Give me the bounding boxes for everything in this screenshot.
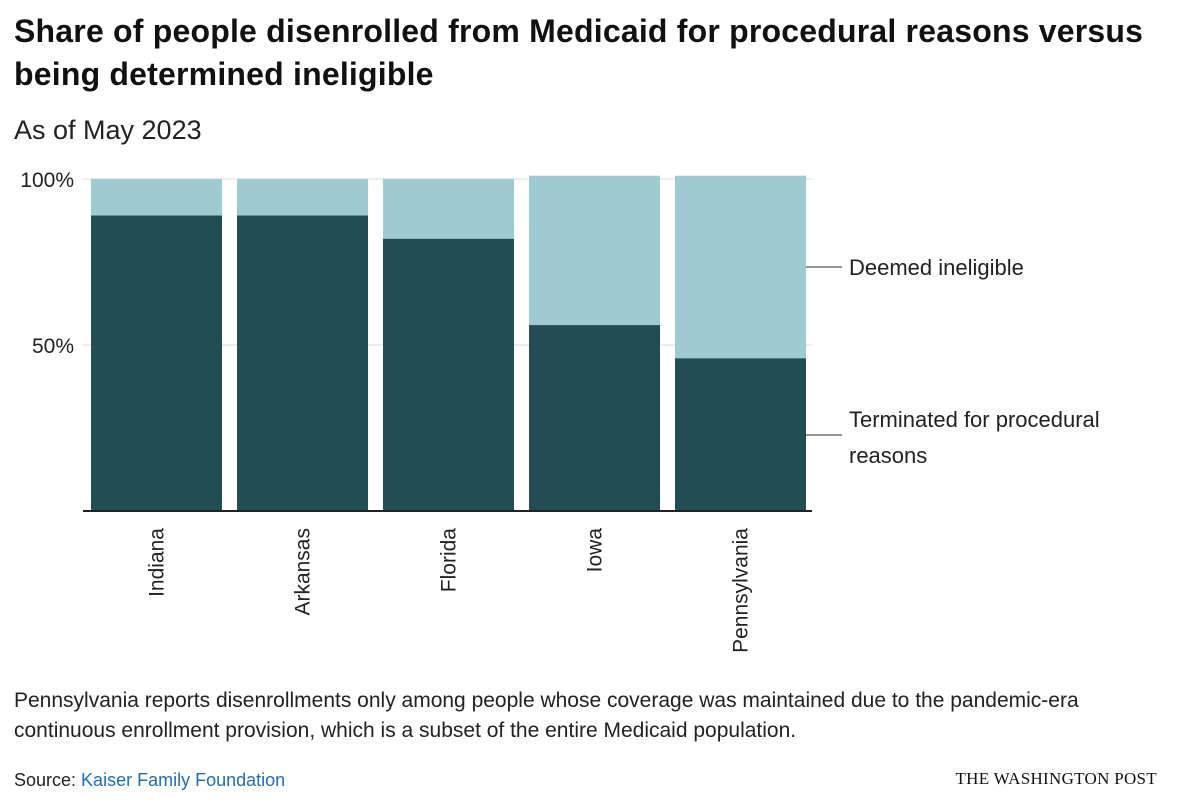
publisher-logo: THE WASHINGTON POST xyxy=(955,769,1157,788)
legend-label-procedural: Terminated for procedural reasons xyxy=(849,407,1100,468)
y-tick-label: 100% xyxy=(20,169,74,192)
chart-subtitle: As of May 2023 xyxy=(14,115,202,145)
chart-title: Share of people disenrolled from Medicai… xyxy=(14,13,1144,92)
legend-label-line: Terminated for procedural xyxy=(849,407,1100,432)
x-category-label: Pennsylvania xyxy=(730,528,753,653)
chart-footnote: Pennsylvania reports disenrollments only… xyxy=(14,689,1079,742)
x-category-label: Indiana xyxy=(146,528,169,597)
stacked-bar-chart: 50% 100% Indiana Arkansas Florida Iowa Pennsyl… xyxy=(20,169,1100,653)
x-category-label: Florida xyxy=(438,528,461,593)
bar-segment-procedural xyxy=(529,325,660,511)
x-category-label: Arkansas xyxy=(292,528,315,616)
bar-segment-ineligible xyxy=(91,179,222,216)
bar-segment-ineligible xyxy=(675,175,806,359)
legend-label-ineligible: Deemed ineligible xyxy=(849,255,1024,280)
legend-label-line: reasons xyxy=(849,443,927,468)
y-tick-label: 50% xyxy=(32,335,74,358)
bar-segment-procedural xyxy=(91,215,222,511)
x-category-label: Iowa xyxy=(584,528,607,573)
bar-segment-ineligible xyxy=(529,175,660,326)
bar-segment-procedural xyxy=(237,215,368,511)
bar-segment-procedural xyxy=(675,358,806,511)
source-line: Source: Kaiser Family Foundation xyxy=(14,767,285,793)
bar-segment-procedural xyxy=(383,238,514,511)
bar-segment-ineligible xyxy=(383,179,514,239)
source-prefix: Source: xyxy=(14,770,82,790)
bar-segment-ineligible xyxy=(237,179,368,216)
source-link[interactable]: Kaiser Family Foundation xyxy=(81,770,286,790)
